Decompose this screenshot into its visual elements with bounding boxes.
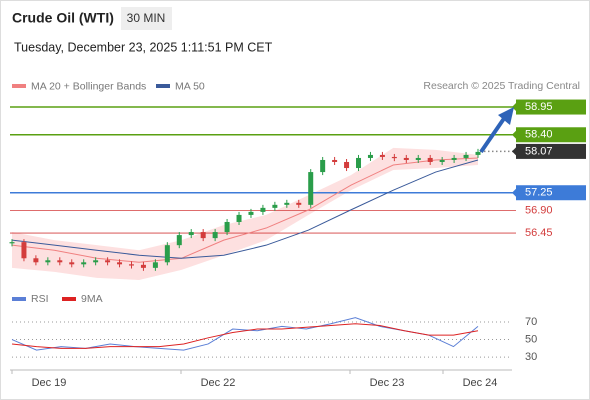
candle	[200, 232, 206, 239]
level-label-pointer	[512, 188, 516, 197]
candle	[427, 157, 433, 162]
candle	[284, 202, 290, 205]
legend-swatch	[12, 297, 26, 301]
candle	[69, 262, 75, 265]
candle	[367, 154, 373, 158]
y-tick-label: 70	[525, 316, 537, 328]
candle	[308, 172, 314, 205]
candle	[188, 232, 194, 236]
legend-swatch	[12, 84, 26, 88]
interval: 30 MIN	[127, 11, 166, 25]
candle	[272, 204, 278, 208]
level-label: 58.40	[525, 129, 553, 141]
candle	[463, 154, 469, 158]
x-tick-label: Dec 22	[201, 377, 236, 389]
rsi-line	[11, 323, 479, 349]
credit: Research © 2025 Trading Central	[423, 80, 580, 92]
candle	[236, 214, 242, 222]
legend-swatch	[156, 84, 170, 88]
level-label-box	[516, 99, 586, 115]
candle	[105, 260, 111, 263]
forecast-arrowhead	[498, 107, 514, 126]
candle	[403, 157, 409, 160]
candle	[164, 245, 170, 263]
y-tick-label: 30	[525, 351, 537, 363]
y-tick-label: 50	[525, 333, 537, 345]
candle	[9, 242, 15, 244]
candle	[296, 202, 302, 205]
candle	[81, 262, 87, 265]
timestamp: Tuesday, December 23, 2025 1:11:51 PM CE…	[14, 40, 273, 54]
x-tick-label: Dec 19	[32, 377, 67, 389]
candle	[475, 151, 481, 155]
ma20-line	[11, 157, 479, 263]
candle	[128, 264, 134, 266]
candle	[344, 161, 350, 169]
legend-label: RSI	[31, 293, 49, 305]
candle	[176, 235, 182, 246]
candle	[212, 232, 218, 239]
legend-label: MA 20 + Bollinger Bands	[31, 80, 146, 92]
candle	[260, 207, 266, 212]
ma50-line	[11, 159, 479, 259]
forecast-arrow	[479, 115, 507, 154]
legend-label: 9MA	[81, 293, 103, 305]
bollinger-band	[12, 147, 478, 280]
candle	[93, 260, 99, 263]
candle	[332, 159, 338, 162]
level-label: 56.90	[525, 204, 553, 216]
candle	[379, 154, 385, 157]
level-label-box	[516, 185, 586, 201]
legend-swatch	[62, 297, 76, 301]
x-tick-label: Dec 23	[370, 377, 405, 389]
candle	[117, 262, 123, 265]
level-label-box	[516, 127, 586, 143]
candle	[451, 157, 457, 160]
candle	[152, 262, 158, 268]
level-label: 57.25	[525, 187, 553, 199]
title: Crude Oil (WTI)	[12, 10, 114, 26]
candle	[248, 211, 254, 215]
candle	[224, 221, 230, 233]
candle	[439, 159, 445, 162]
candle	[57, 260, 63, 263]
candle	[320, 159, 326, 173]
candle	[45, 260, 51, 263]
legend-label: MA 50	[175, 80, 205, 92]
level-label-box	[516, 143, 586, 159]
candle	[415, 157, 421, 160]
level-label: 56.45	[525, 227, 553, 239]
candle	[391, 156, 397, 159]
level-label: 58.07	[525, 145, 553, 157]
candle	[33, 258, 39, 263]
level-label-pointer	[512, 130, 516, 139]
candle	[356, 157, 362, 169]
level-label: 58.95	[525, 101, 553, 113]
interval-box	[121, 7, 172, 30]
x-tick-label: Dec 24	[463, 377, 498, 389]
level-label-pointer	[512, 147, 516, 156]
candle	[140, 264, 146, 268]
candle	[21, 242, 27, 259]
